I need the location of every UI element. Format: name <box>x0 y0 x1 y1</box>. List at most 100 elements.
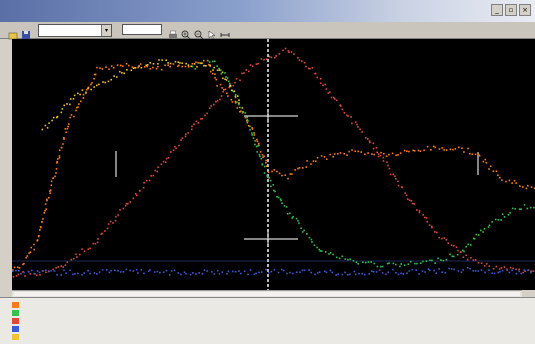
trace-sample <box>471 153 474 155</box>
trace-sample <box>456 253 459 256</box>
save-button[interactable] <box>21 25 31 39</box>
trace-sample <box>220 95 223 97</box>
trace-sample <box>256 140 259 143</box>
trace-sample <box>474 153 477 156</box>
trace-sample <box>431 226 433 229</box>
trace-sample <box>72 257 75 260</box>
trace-sample <box>245 69 248 71</box>
trace-sample <box>441 271 443 273</box>
trace-color-swatch <box>12 310 19 316</box>
restore-button[interactable]: ▫ <box>505 4 517 16</box>
trace-sample <box>501 269 504 272</box>
trace-sample <box>514 208 517 210</box>
readout-row <box>0 309 535 317</box>
trace-sample <box>81 89 84 91</box>
trace-sample <box>527 184 529 187</box>
horizontal-scrollbar[interactable] <box>12 290 522 298</box>
trace-sample <box>132 67 135 69</box>
trace-sample <box>190 128 193 131</box>
trace-sample <box>408 150 410 153</box>
trace-sample <box>274 190 276 193</box>
trace-sample <box>269 179 272 182</box>
open-button[interactable] <box>8 25 18 40</box>
trace-sample <box>261 271 263 273</box>
scrollbar-thumb[interactable] <box>14 292 520 296</box>
trace-sample <box>69 116 71 119</box>
trace-sample <box>440 259 442 261</box>
trace-sample <box>29 273 32 275</box>
trace-sample <box>167 157 170 159</box>
trace-sample <box>458 146 460 149</box>
trace-sample <box>233 90 236 92</box>
trace-sample <box>96 273 98 275</box>
trace-sample <box>467 243 469 246</box>
trace-sample <box>216 85 218 87</box>
zoom-out-button[interactable] <box>194 25 204 40</box>
trace-sample <box>433 269 435 272</box>
trace-sample <box>411 202 414 205</box>
trace-sample <box>407 263 410 265</box>
trace-sample <box>530 270 532 272</box>
window-title <box>8 5 258 17</box>
zoom-in-button[interactable] <box>181 25 191 40</box>
trace-sample <box>441 237 443 240</box>
print-button[interactable] <box>168 25 178 38</box>
trace-sample <box>447 242 449 244</box>
trace-sample <box>488 265 491 267</box>
trace-sample <box>389 173 392 176</box>
trace-sample <box>333 153 336 155</box>
cursor-button[interactable] <box>207 25 217 40</box>
trace-sample <box>85 88 88 91</box>
trace-select[interactable]: ▾ <box>38 24 112 37</box>
trace-sample <box>75 109 77 112</box>
trace-sample <box>247 273 249 276</box>
chevron-down-icon[interactable]: ▾ <box>101 25 111 36</box>
readout-col2 <box>192 333 342 341</box>
trace-plot[interactable] <box>12 39 535 290</box>
trace-sample <box>501 179 503 181</box>
trace-sample <box>309 67 311 70</box>
value-field[interactable] <box>122 24 162 35</box>
trace-sample <box>484 271 486 274</box>
trace-sample <box>266 174 268 177</box>
trace-sample <box>523 269 525 271</box>
trace-sample <box>27 271 30 273</box>
trace-sample <box>48 270 50 273</box>
close-button[interactable]: × <box>519 4 531 16</box>
trace-sample <box>501 213 504 216</box>
trace-sample <box>224 72 226 74</box>
trace-sample <box>474 259 477 261</box>
trace-sample <box>249 269 252 271</box>
trace-sample <box>427 268 430 270</box>
trace-sample <box>472 259 475 261</box>
trace-sample <box>511 182 513 184</box>
minimize-button[interactable]: _ <box>491 4 503 16</box>
trace-sample <box>395 154 397 157</box>
trace-plot-area[interactable] <box>12 39 535 290</box>
trace-sample <box>65 131 67 134</box>
trace-sample <box>234 95 237 98</box>
trace-select-value <box>39 27 42 34</box>
trace-sample <box>488 224 491 227</box>
trace-sample <box>184 65 187 68</box>
trace-sample <box>312 160 315 162</box>
trace-sample <box>57 266 59 268</box>
trace-sample <box>268 271 270 274</box>
trace-sample <box>238 102 240 104</box>
trace-sample <box>206 112 208 115</box>
trace-sample <box>343 112 346 114</box>
trace-sample <box>256 151 258 153</box>
trace-sample <box>234 96 237 99</box>
trace-sample <box>509 266 512 269</box>
trace-sample <box>46 127 49 129</box>
readout-row <box>0 317 535 325</box>
trace-color-swatch <box>12 302 19 308</box>
trace-sample <box>214 60 216 63</box>
trace-sample <box>413 203 415 205</box>
measure-button[interactable] <box>220 25 230 37</box>
trace-sample <box>346 114 348 117</box>
trace-sample <box>94 73 97 76</box>
trace-sample <box>300 227 302 229</box>
trace-sample <box>351 122 353 125</box>
trace-sample <box>397 154 399 156</box>
